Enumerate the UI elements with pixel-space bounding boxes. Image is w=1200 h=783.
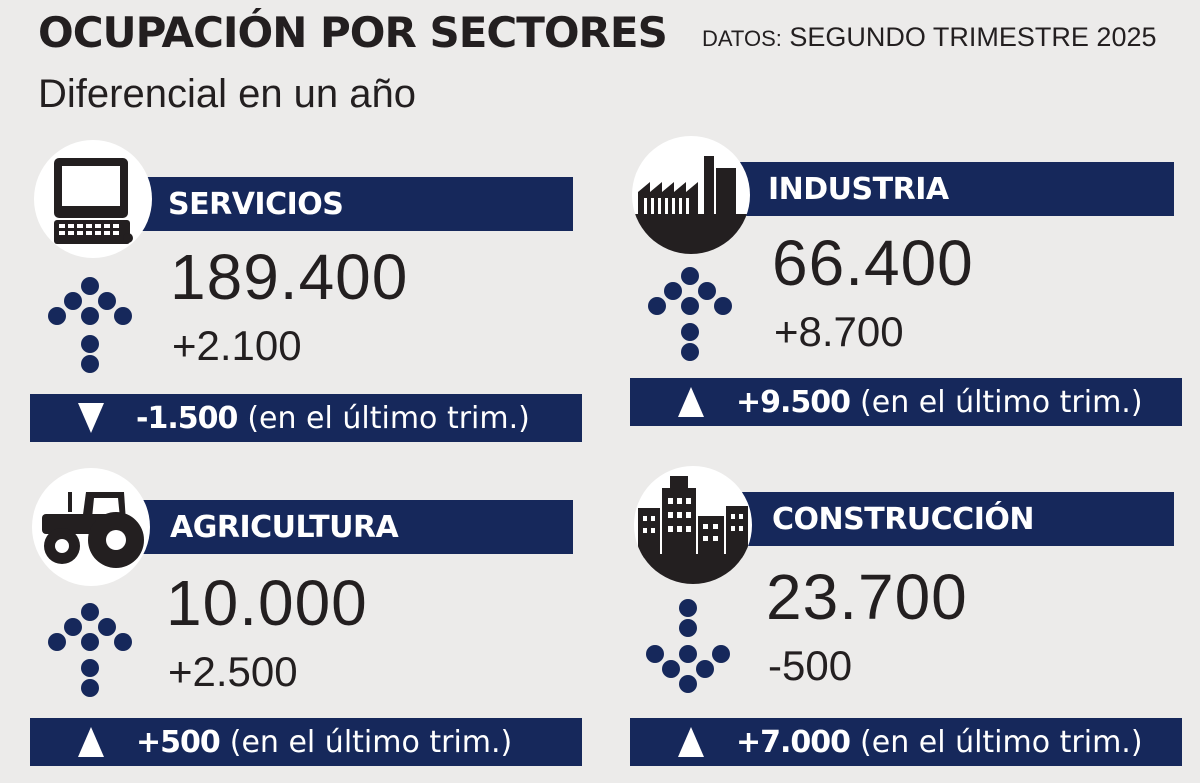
quarter-diff: +7.000 xyxy=(736,724,851,760)
down-triangle-icon xyxy=(78,403,104,433)
arrow-down-icon xyxy=(646,599,730,693)
quarter-change-bar: -1.500 (en el último trim.) xyxy=(30,394,582,442)
quarter-diff: -1.500 xyxy=(136,400,238,436)
quarter-label: (en el último trim.) xyxy=(860,724,1143,760)
arrow-up-icon xyxy=(48,603,132,697)
sector-banner: CONSTRUCCIÓN xyxy=(740,492,1174,546)
quarter-change-bar: +9.500 (en el último trim.) xyxy=(630,378,1182,426)
up-triangle-icon xyxy=(678,727,704,757)
sector-name: INDUSTRIA xyxy=(768,171,949,207)
quarter-diff: +500 xyxy=(136,724,221,760)
quarter-label: (en el último trim.) xyxy=(247,400,530,436)
sector-total: 10.000 xyxy=(166,567,368,639)
page-title: OCUPACIÓN POR SECTORES xyxy=(38,8,668,57)
sector-total: 66.400 xyxy=(772,227,974,299)
tractor-icon xyxy=(32,468,150,586)
quarter-label: (en el último trim.) xyxy=(860,384,1143,420)
buildings-icon xyxy=(634,466,752,584)
computer-icon xyxy=(34,140,152,258)
quarter-label: (en el último trim.) xyxy=(229,724,513,760)
sector-banner: SERVICIOS xyxy=(140,177,573,231)
sector-name: CONSTRUCCIÓN xyxy=(772,501,1034,537)
up-triangle-icon xyxy=(78,727,104,757)
quarter-change-bar: +500 (en el último trim.) xyxy=(30,718,582,766)
sector-total: 23.700 xyxy=(766,561,968,633)
sector-annual-diff: +8.700 xyxy=(774,308,904,355)
sector-annual-diff: -500 xyxy=(768,642,853,689)
sector-annual-diff: +2.500 xyxy=(168,648,298,695)
sector-banner: AGRICULTURA xyxy=(140,500,573,554)
factory-icon xyxy=(632,136,750,254)
sector-banner: INDUSTRIA xyxy=(740,162,1174,216)
up-triangle-icon xyxy=(678,387,704,417)
source-period: SEGUNDO TRIMESTRE 2025 xyxy=(789,22,1157,52)
sector-name: SERVICIOS xyxy=(168,186,344,222)
arrow-up-icon xyxy=(48,277,132,373)
sector-total: 189.400 xyxy=(170,241,409,313)
source-prefix: DATOS: xyxy=(702,26,782,51)
data-source: DATOS: SEGUNDO TRIMESTRE 2025 xyxy=(702,22,1157,53)
quarter-diff: +9.500 xyxy=(736,384,851,420)
quarter-change-bar: +7.000 (en el último trim.) xyxy=(630,718,1182,766)
sector-name: AGRICULTURA xyxy=(170,509,399,545)
arrow-up-icon xyxy=(648,267,732,361)
page-subtitle: Diferencial en un año xyxy=(38,72,417,116)
sector-annual-diff: +2.100 xyxy=(172,322,302,369)
